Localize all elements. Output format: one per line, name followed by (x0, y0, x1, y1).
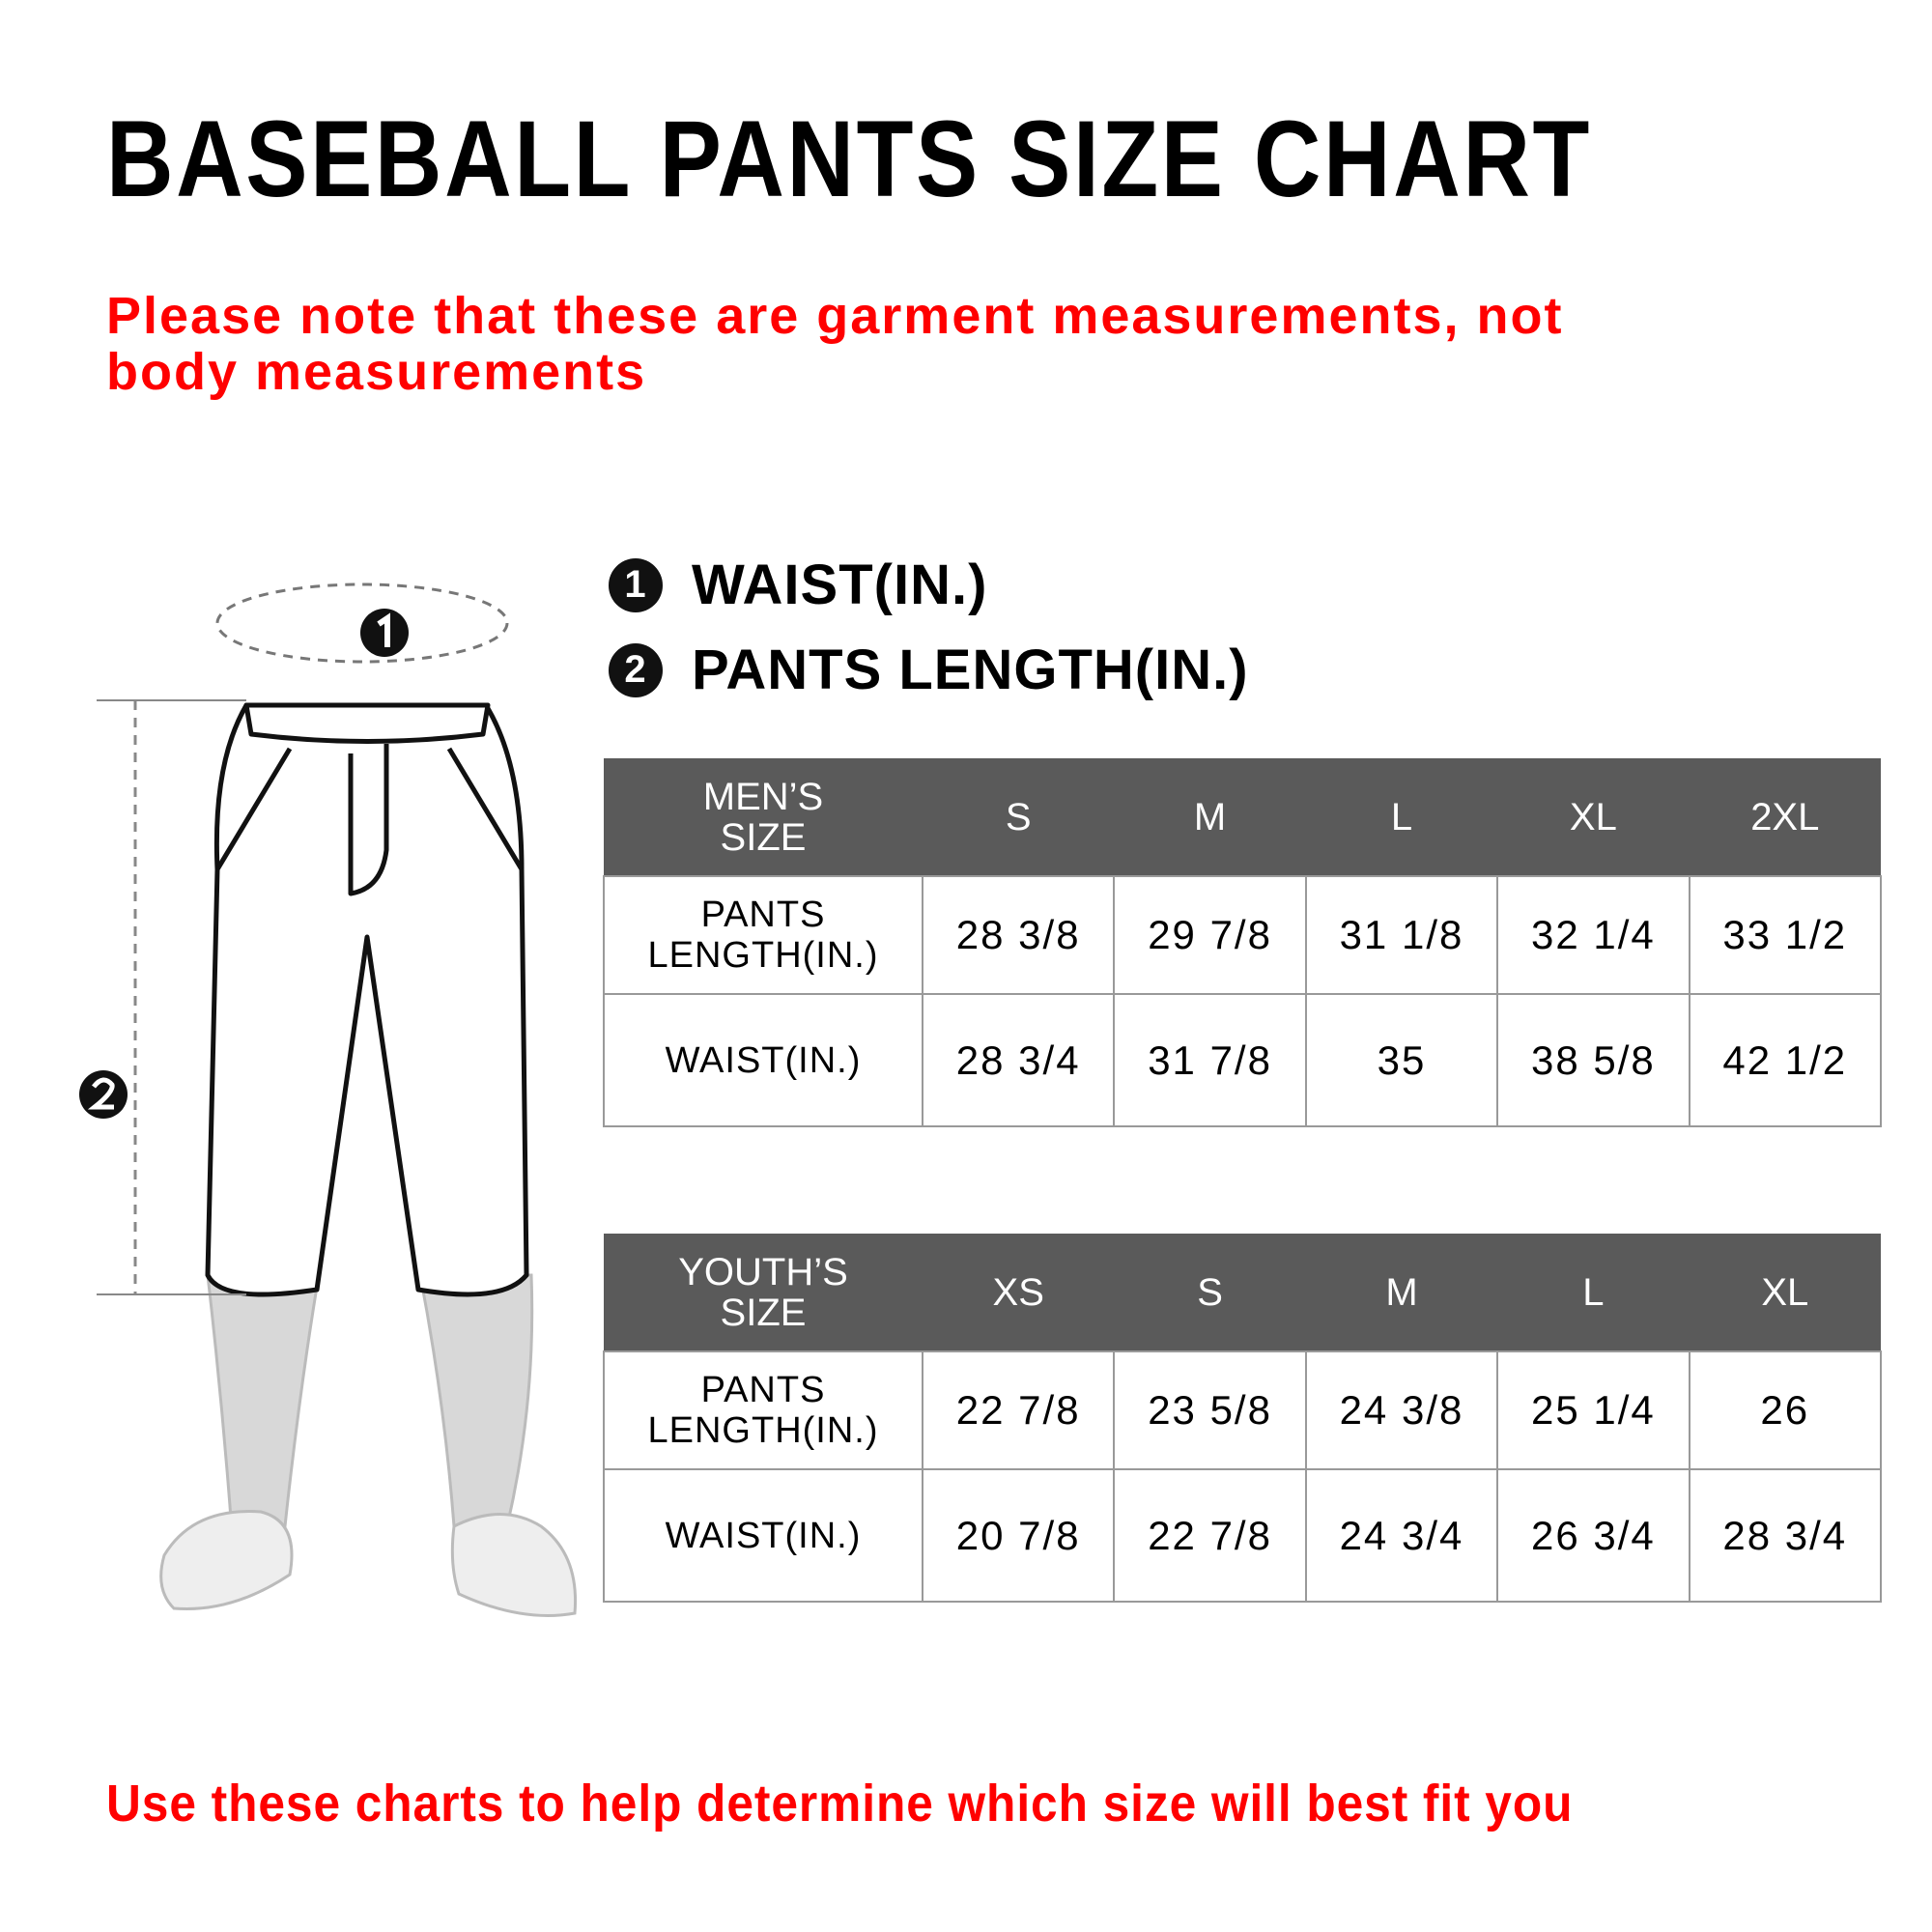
table-cell: 23 5/8 (1113, 1350, 1307, 1470)
table-header-row: YOUTH’S SIZE XS S M L XL (604, 1234, 1881, 1351)
table-cell: 22 7/8 (1113, 1468, 1307, 1603)
marker-1-icon (360, 609, 409, 657)
page-title: BASEBALL PANTS SIZE CHART (106, 99, 1592, 219)
header-cell: L (1497, 1234, 1690, 1351)
legend-waist: 1 WAIST(IN.) (609, 553, 987, 617)
row-label: PANTS LENGTH(IN.) (603, 1350, 923, 1470)
table-cell: 31 7/8 (1113, 993, 1307, 1127)
table-cell: 38 5/8 (1496, 993, 1690, 1127)
table-cell: 28 3/4 (921, 993, 1116, 1127)
table-row: PANTS LENGTH(IN.) 28 3/8 29 7/8 31 1/8 3… (603, 875, 1883, 995)
mens-size-table: MEN’S SIZE S M L XL 2XL PANTS LENGTH(IN.… (603, 758, 1883, 1127)
header-cell: MEN’S SIZE (604, 758, 923, 876)
row-label: WAIST(IN.) (603, 1468, 923, 1603)
youth-size-table: YOUTH’S SIZE XS S M L XL PANTS LENGTH(IN… (603, 1234, 1883, 1603)
table-cell: 28 3/4 (1688, 1468, 1883, 1603)
garment-note: Please note that these are garment measu… (106, 287, 1564, 401)
pants-diagram (79, 582, 578, 1617)
table-cell: 24 3/4 (1304, 1468, 1499, 1603)
table-cell: 35 (1304, 993, 1499, 1127)
header-cell: M (1305, 1234, 1498, 1351)
socks-and-shoes (159, 1273, 578, 1617)
table-row: WAIST(IN.) 20 7/8 22 7/8 24 3/4 26 3/4 2… (603, 1468, 1883, 1603)
table-cell: 29 7/8 (1113, 875, 1307, 995)
table-cell: 33 1/2 (1688, 875, 1883, 995)
header-cell: S (923, 758, 1115, 876)
table-cell: 42 1/2 (1688, 993, 1883, 1127)
footer-note: Use these charts to help determine which… (106, 1775, 1574, 1833)
table-cell: 26 3/4 (1496, 1468, 1690, 1603)
legend-label: WAIST(IN.) (692, 554, 988, 616)
table-header-row: MEN’S SIZE S M L XL 2XL (604, 758, 1881, 876)
row-label: WAIST(IN.) (603, 993, 923, 1127)
header-cell: M (1114, 758, 1306, 876)
header-cell: YOUTH’S SIZE (604, 1234, 923, 1351)
pants-outline (205, 702, 529, 1297)
row-label: PANTS LENGTH(IN.) (603, 875, 923, 995)
legend-label: PANTS LENGTH(IN.) (692, 639, 1249, 701)
waist-measure-ellipse (215, 582, 509, 664)
marker-2-icon (79, 1070, 128, 1119)
legend-pants-length: 2 PANTS LENGTH(IN.) (609, 638, 1249, 702)
table-cell: 22 7/8 (921, 1350, 1116, 1470)
number-2-icon: 2 (609, 642, 663, 697)
table-cell: 24 3/8 (1304, 1350, 1499, 1470)
header-cell: 2XL (1689, 758, 1881, 876)
table-cell: 25 1/4 (1496, 1350, 1690, 1470)
header-cell: XL (1689, 1234, 1881, 1351)
table-row: WAIST(IN.) 28 3/4 31 7/8 35 38 5/8 42 1/… (603, 993, 1883, 1127)
table-row: PANTS LENGTH(IN.) 22 7/8 23 5/8 24 3/8 2… (603, 1350, 1883, 1470)
table-cell: 31 1/8 (1304, 875, 1499, 995)
table-cell: 20 7/8 (921, 1468, 1116, 1603)
number-1-icon: 1 (609, 557, 663, 612)
header-cell: XS (923, 1234, 1115, 1351)
header-cell: XL (1497, 758, 1690, 876)
table-cell: 32 1/4 (1496, 875, 1690, 995)
header-cell: L (1305, 758, 1498, 876)
table-cell: 26 (1688, 1350, 1883, 1470)
table-cell: 28 3/8 (921, 875, 1116, 995)
header-cell: S (1114, 1234, 1306, 1351)
